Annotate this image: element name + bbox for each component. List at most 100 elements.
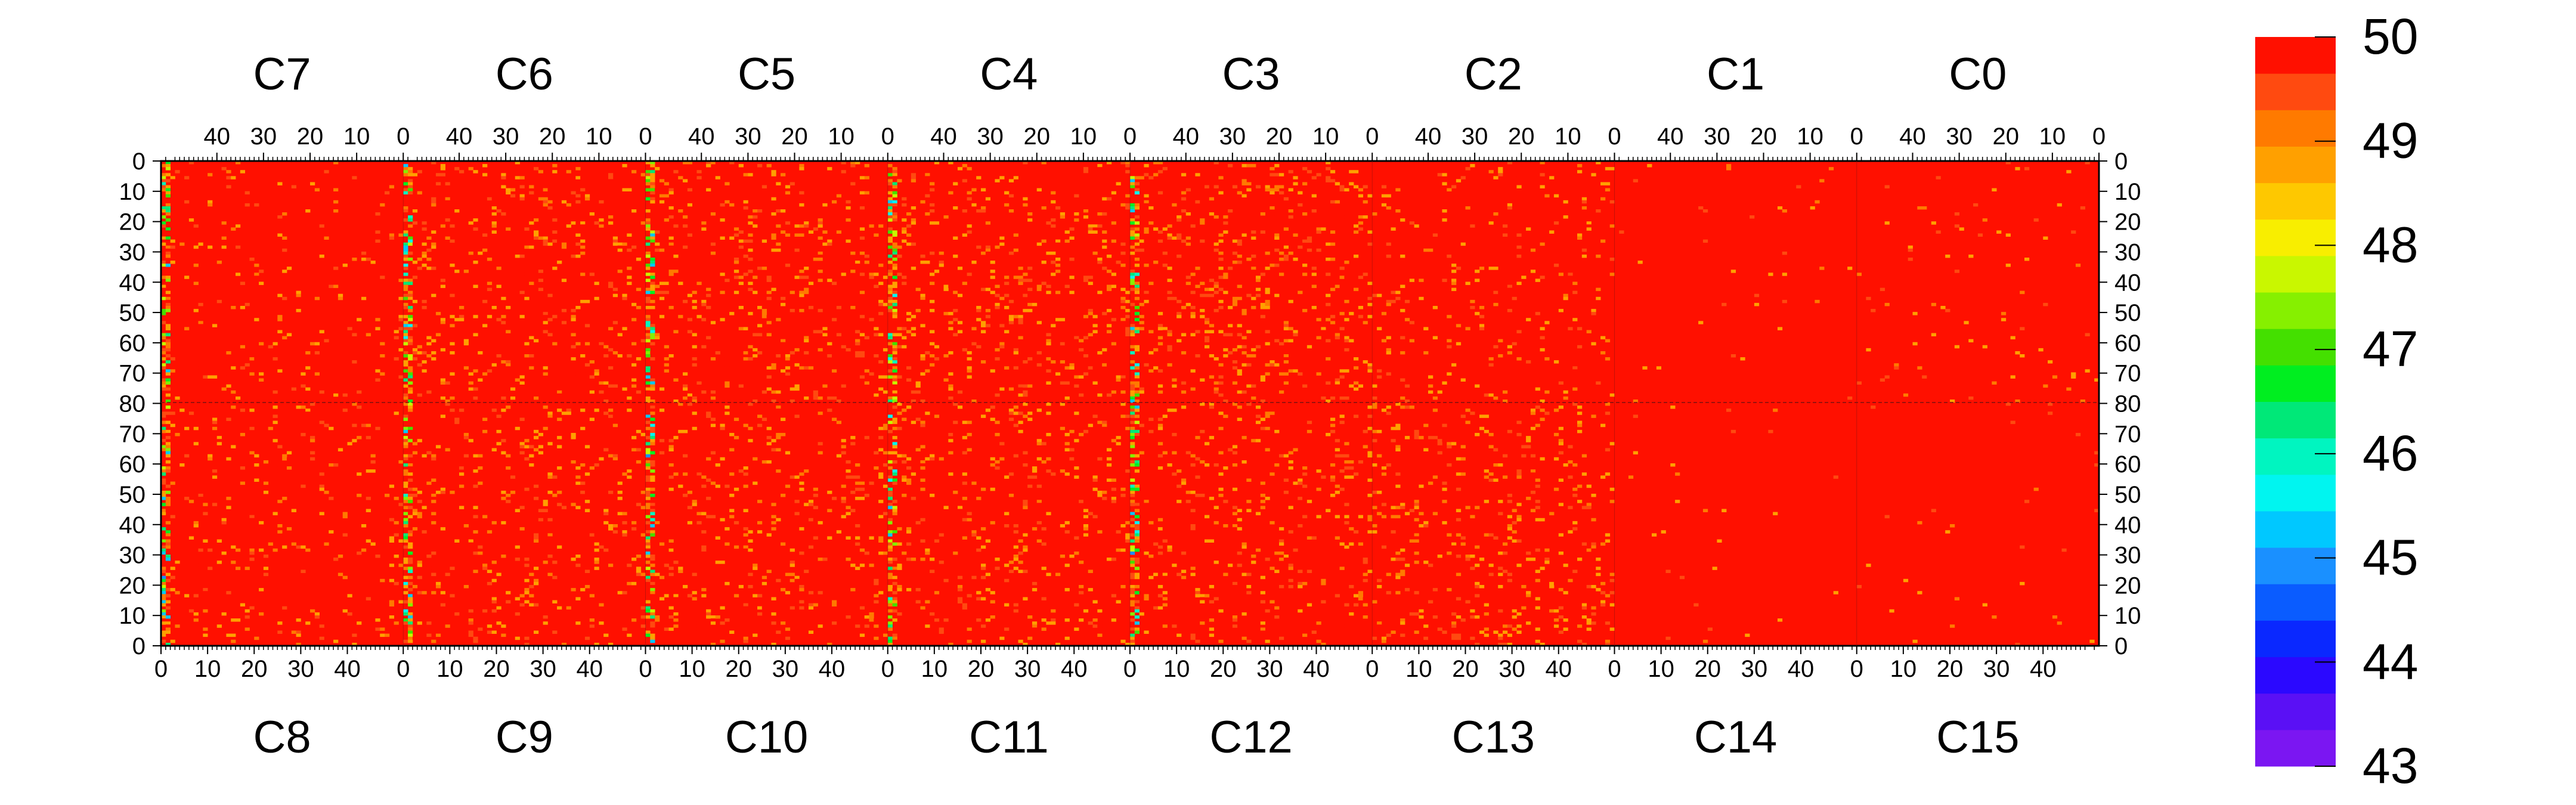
heatmap-cell (380, 354, 385, 358)
heatmap-cell (203, 588, 208, 592)
heatmap-cell (874, 594, 879, 597)
heatmap-cell (580, 490, 586, 494)
heatmap-cell (892, 609, 897, 613)
heatmap-cell (1097, 261, 1103, 264)
heatmap-cell (1535, 278, 1540, 282)
heatmap-cell (161, 588, 166, 592)
heatmap-cell (1036, 442, 1042, 445)
heatmap-cell (1326, 324, 1331, 327)
heatmap-cell (412, 442, 418, 445)
heatmap-cell (1777, 327, 1783, 330)
heatmap-cell (1023, 369, 1028, 373)
heatmap-cell (165, 445, 171, 448)
heatmap-cell (668, 191, 674, 195)
heatmap-cell (1400, 378, 1405, 382)
heatmap-cell (1423, 327, 1429, 330)
heatmap-cell (1354, 357, 1359, 361)
heatmap-cell (981, 315, 986, 318)
heatmap-cell (1931, 221, 1936, 225)
heatmap-cell (468, 609, 473, 613)
heatmap-cell (338, 296, 343, 301)
heatmap-cell (501, 439, 506, 442)
heatmap-cell (1134, 236, 1140, 240)
heatmap-cell (1908, 239, 1913, 243)
heatmap-cell (589, 360, 595, 364)
heatmap-cell (254, 273, 259, 276)
heatmap-cell (575, 417, 581, 421)
heatmap-cell (1377, 375, 1382, 379)
heatmap-cell (314, 612, 320, 616)
heatmap-cell (370, 460, 376, 464)
heatmap-cell (1246, 293, 1252, 298)
heatmap-cell (259, 372, 264, 376)
heatmap-cell (1130, 454, 1135, 458)
heatmap-cell (193, 281, 199, 285)
heatmap-cell (887, 636, 893, 640)
heatmap-cell (655, 336, 660, 340)
heatmap-cell (650, 264, 655, 267)
heatmap-cell (1069, 448, 1075, 451)
heatmap-cell (408, 390, 413, 394)
heatmap-cell (534, 497, 539, 500)
heatmap-cell (529, 585, 534, 589)
heatmap-cell (165, 324, 171, 327)
heatmap-cell (408, 639, 413, 643)
heatmap-cell (650, 442, 655, 445)
heatmap-cell (161, 636, 166, 640)
heatmap-cell (1120, 524, 1126, 528)
heatmap-cell (1088, 227, 1093, 231)
heatmap-cell (1097, 258, 1103, 261)
heatmap-cell (1568, 327, 1573, 330)
heatmap-cell (1354, 170, 1359, 174)
heatmap-cell (1027, 384, 1033, 388)
heatmap-cell (1605, 339, 1611, 343)
heatmap-cell (832, 281, 837, 285)
heatmap-cell (892, 182, 897, 185)
heatmap-cell (1083, 278, 1089, 282)
heatmap-cell (1167, 348, 1172, 352)
heatmap-cell (887, 284, 893, 289)
heatmap-cell (738, 585, 744, 589)
heatmap-cell (1782, 251, 1787, 255)
heatmap-cell (398, 600, 404, 603)
heatmap-cell (1083, 609, 1089, 613)
heatmap-cell (1213, 290, 1219, 295)
heatmap-cell (887, 487, 893, 491)
heatmap-cell (934, 414, 940, 418)
heatmap-cell (892, 387, 897, 391)
heatmap-cell (1036, 242, 1042, 246)
heatmap-cell (1493, 345, 1498, 349)
heatmap-cell (580, 224, 586, 228)
heatmap-cell (859, 633, 865, 637)
heatmap-cell (1027, 484, 1033, 488)
heatmap-cell (552, 575, 558, 580)
heatmap-cell (1339, 375, 1345, 379)
heatmap-cell (198, 302, 203, 306)
heatmap-cell (175, 591, 180, 595)
heatmap-cell (1451, 281, 1457, 285)
heatmap-cell (561, 642, 567, 646)
heatmap-cell (366, 509, 371, 512)
heatmap-cell (208, 200, 213, 204)
heatmap-cell (706, 161, 711, 165)
heatmap-cell (408, 258, 413, 261)
heatmap-cell (696, 561, 702, 564)
heatmap-cell (1027, 615, 1033, 619)
heatmap-cell (1185, 212, 1191, 216)
heatmap-cell (552, 494, 558, 497)
heatmap-cell (1111, 500, 1116, 503)
heatmap-cell (1209, 287, 1215, 292)
heatmap-cell (506, 227, 511, 231)
heatmap-cell (165, 251, 171, 255)
heatmap-cell (902, 182, 907, 185)
heatmap-cell (887, 161, 893, 165)
heatmap-cell (864, 615, 869, 619)
heatmap-cell (193, 564, 199, 567)
heatmap-cell (1097, 506, 1103, 509)
heatmap-cell (561, 321, 567, 324)
heatmap-cell (957, 585, 963, 589)
heatmap-cell (198, 321, 203, 324)
heatmap-cell (631, 472, 637, 476)
heatmap-cell (426, 633, 432, 637)
heatmap-cell (473, 484, 478, 488)
